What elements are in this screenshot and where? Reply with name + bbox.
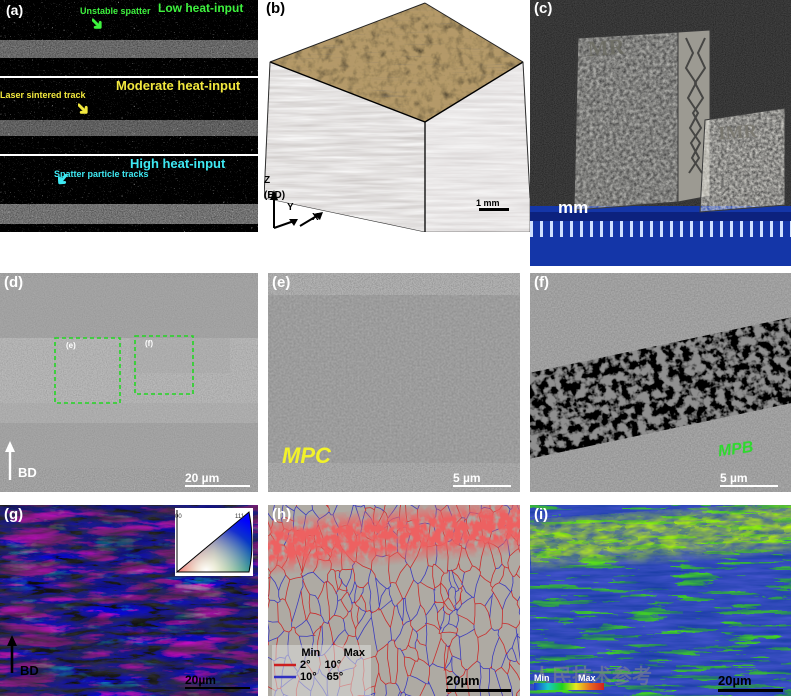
svg-text:➜: ➜ xyxy=(58,174,76,191)
svg-text:1 mm: 1 mm xyxy=(476,198,500,208)
svg-text:➜: ➜ xyxy=(78,98,95,121)
svg-text:Y: Y xyxy=(287,202,294,213)
svg-text:➜: ➜ xyxy=(92,13,109,36)
svg-text:00: 00 xyxy=(175,514,182,520)
svg-text:IMR: IMR xyxy=(717,121,758,145)
svg-text:MR: MR xyxy=(587,34,626,62)
svg-text:111: 111 xyxy=(235,514,245,520)
